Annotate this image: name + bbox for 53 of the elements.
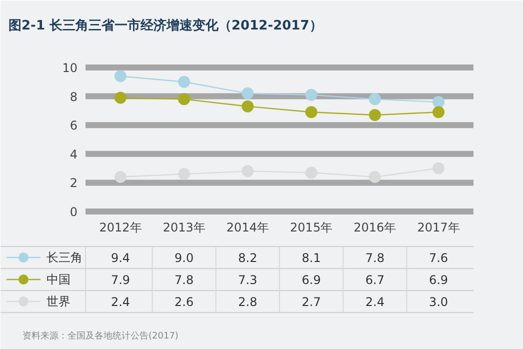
y-tick-label: 10 (62, 61, 78, 75)
y-tick-label: 4 (70, 147, 78, 162)
data-label: 9.0 (174, 251, 194, 265)
data-label: 7.3 (238, 273, 258, 287)
data-label: 7.8 (365, 251, 384, 265)
point (432, 96, 445, 108)
legend-label: 世界 (46, 294, 70, 308)
data-label: 2.4 (365, 295, 384, 309)
point (432, 106, 445, 118)
data-label: 9.4 (110, 251, 130, 265)
x-tick-label: 2012年 (99, 220, 142, 234)
text: 资料来源：全国及各地统计公告(2017) (22, 330, 178, 342)
data-label: 7.8 (174, 273, 194, 287)
point (368, 93, 381, 106)
data-label: 6.7 (365, 273, 384, 287)
data-label: 3.0 (428, 295, 448, 309)
legend-label: 中国 (46, 272, 70, 286)
y-tick-label: 2 (70, 176, 78, 190)
data-label: 6.9 (302, 273, 321, 287)
data-label: 6.9 (428, 273, 448, 287)
point (242, 100, 254, 112)
point (368, 109, 381, 122)
point (114, 170, 126, 183)
x-tick-label: 2017年 (417, 220, 460, 234)
point (114, 92, 126, 104)
y-tick-label: 0 (70, 205, 78, 219)
x-tick-label: 2016年 (354, 220, 396, 234)
point (242, 87, 254, 100)
data-label: 7.6 (428, 251, 448, 265)
point (368, 170, 381, 183)
point (178, 76, 190, 88)
point (114, 70, 126, 82)
legend-label: 长三角 (46, 250, 82, 264)
data-label: 2.7 (302, 295, 321, 309)
data-label: 8.1 (302, 251, 321, 265)
point (242, 165, 254, 178)
point (305, 166, 318, 179)
y-tick-label: 8 (70, 90, 78, 104)
data-label: 8.2 (238, 251, 258, 265)
data-label: 2.6 (174, 295, 194, 309)
x-tick-label: 2015年 (290, 220, 333, 234)
x-tick-label: 2013年 (162, 220, 206, 234)
y-tick-label: 6 (70, 118, 78, 133)
data-label: 7.9 (110, 273, 130, 287)
point (178, 93, 190, 106)
data-label: 2.4 (110, 295, 130, 309)
data-label: 2.8 (238, 295, 258, 309)
point (432, 162, 445, 174)
point (305, 106, 318, 118)
point (305, 88, 318, 101)
point (178, 168, 190, 180)
chart-title: 图2-1 长三角三省一市经济增速变化（2012-2017） (8, 18, 322, 34)
x-tick-label: 2014年 (226, 220, 269, 234)
